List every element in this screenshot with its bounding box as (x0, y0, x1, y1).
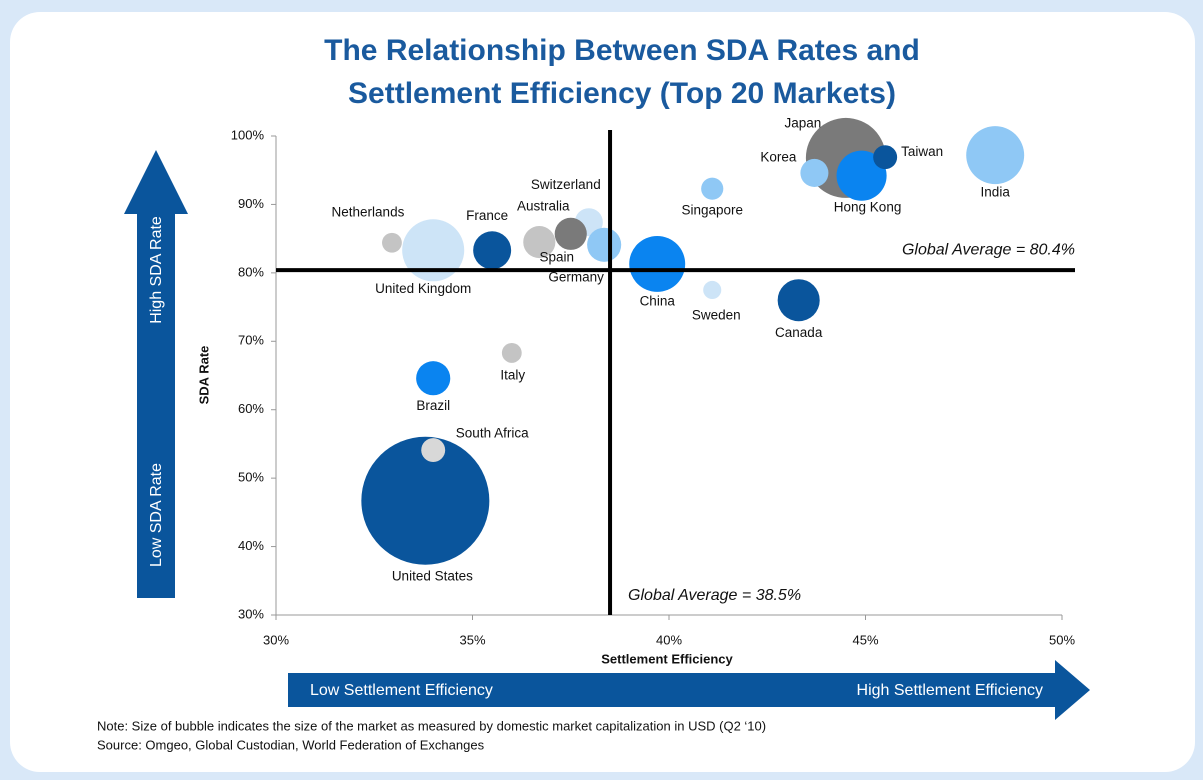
y-tick-label: 70% (238, 333, 264, 348)
bubble-label: Switzerland (531, 177, 601, 192)
bubble-label: South Africa (456, 426, 529, 441)
bubble (777, 279, 820, 322)
bubble-label: Sweden (692, 308, 741, 323)
x-arrow-label: Low Settlement Efficiency (310, 682, 493, 699)
bubble (587, 227, 622, 262)
y-arrow (124, 150, 188, 598)
y-tick-label: 30% (238, 606, 264, 621)
y-arrow-label: Low SDA Rate (148, 463, 165, 567)
x-axis-title: Settlement Efficiency (601, 651, 733, 666)
x-tick-label: 30% (263, 632, 289, 647)
panel (10, 12, 1195, 772)
bubble-label: Netherlands (332, 204, 405, 219)
bubble (416, 361, 451, 396)
bubble (873, 145, 898, 170)
note: Note: Size of bubble indicates the size … (97, 718, 766, 733)
y-tick-label: 40% (238, 538, 264, 553)
bubble-label: Italy (500, 367, 525, 382)
bubble-label: Brazil (416, 398, 450, 413)
bubble-label: India (981, 185, 1011, 200)
bubble (361, 436, 490, 565)
bubble (523, 226, 556, 259)
y-tick-label: 80% (238, 264, 264, 279)
bubble-label: Australia (517, 199, 570, 214)
x-tick-label: 35% (459, 632, 485, 647)
bubble-label: France (466, 208, 508, 223)
bubble (703, 280, 722, 300)
bubble (966, 126, 1025, 185)
reference-label: Global Average = 38.5% (628, 587, 801, 604)
bubble (800, 158, 829, 187)
source: Source: Omgeo, Global Custodian, World F… (97, 737, 485, 752)
bubble (554, 217, 587, 250)
x-tick-label: 45% (852, 632, 878, 647)
x-arrow-label: High Settlement Efficiency (857, 682, 1043, 699)
y-axis-title: SDA Rate (196, 346, 211, 405)
x-arrow (288, 660, 1090, 720)
y-tick-label: 50% (238, 470, 264, 485)
y-arrow-label: High SDA Rate (148, 216, 165, 324)
y-tick-label: 60% (238, 401, 264, 416)
bubble-label: Spain (539, 249, 574, 264)
bubble-label: United Kingdom (375, 281, 471, 296)
x-tick-label: 50% (1049, 632, 1075, 647)
y-tick-label: 90% (238, 196, 264, 211)
chart-title: The Relationship Between SDA Rates and (324, 34, 920, 67)
bubble (836, 150, 887, 201)
bubble (382, 232, 402, 253)
bubble (701, 177, 724, 200)
bubble (473, 231, 512, 270)
bubble-label: Germany (548, 269, 604, 284)
bubble-label: Singapore (681, 202, 743, 217)
bubble-label: Korea (760, 150, 797, 165)
chart-title: Settlement Efficiency (Top 20 Markets) (348, 77, 896, 110)
bubble (421, 438, 446, 463)
bubble-label: Japan (784, 115, 821, 130)
x-tick-label: 40% (656, 632, 682, 647)
bubble (629, 235, 686, 292)
bubble-label: Canada (775, 325, 823, 340)
bubble (402, 219, 465, 282)
bubble-label: China (640, 294, 676, 309)
bubble (501, 343, 522, 363)
bubble-label: Hong Kong (834, 199, 902, 214)
plot: 30% 40% 50% 60% 70% 80% 90% 100% 30% 35% 40% 45% 50%… (231, 115, 1076, 647)
reference-label: Global Average = 80.4% (902, 241, 1075, 258)
bubble-label: United States (392, 568, 473, 583)
bubble-label: Taiwan (901, 144, 943, 159)
y-tick-label: 100% (231, 127, 265, 142)
